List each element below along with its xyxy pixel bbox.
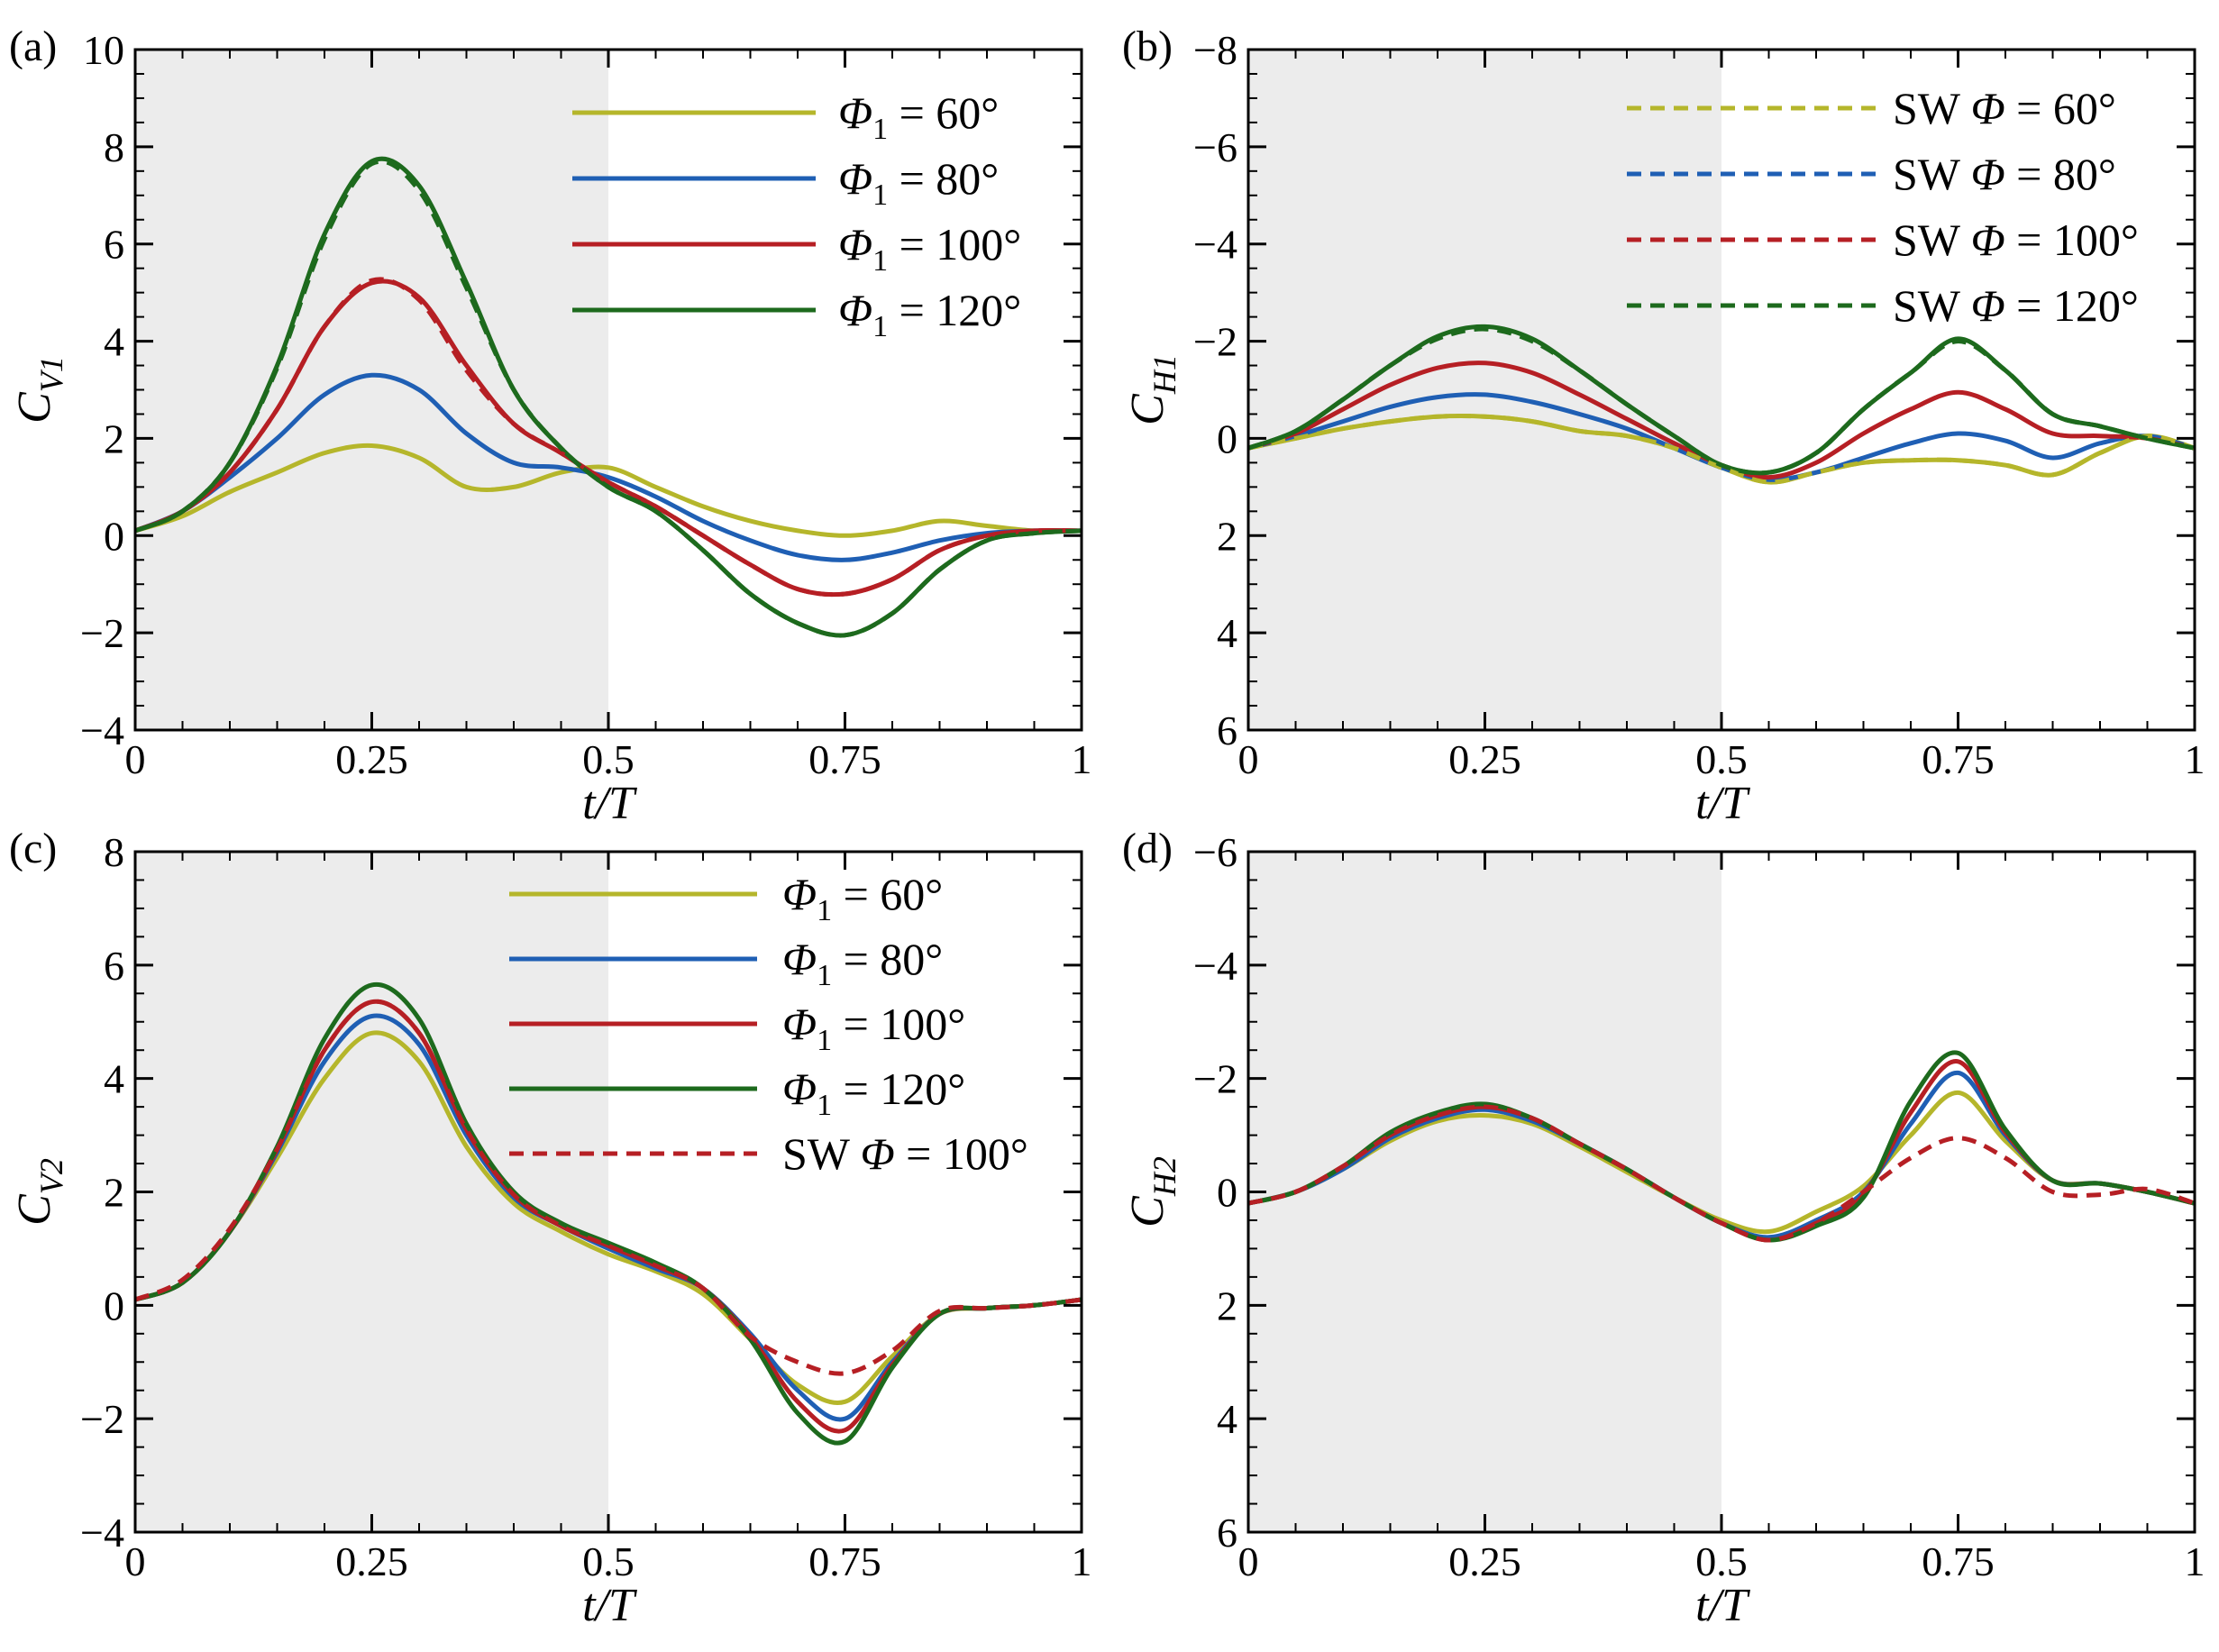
y-tick-label: −2: [80, 1396, 124, 1442]
y-tick-label: 2: [104, 1170, 124, 1216]
legend-label: Φ1 = 60°: [782, 869, 943, 927]
series-group: Φ1 = 60°Φ1 = 80°Φ1 = 100°Φ1 = 120°SW Φ =…: [1248, 324, 2195, 485]
series-group: Φ1 = 60°Φ1 = 80°Φ1 = 100°Φ1 = 120°SW Φ =…: [135, 981, 1082, 1446]
legend: SW Φ = 60° SW Φ = 80° SW Φ = 100° SW Φ = 12…: [1627, 83, 2139, 331]
x-tick-label: 0.75: [1922, 736, 1995, 782]
x-tick-label: 0.25: [1448, 736, 1521, 782]
x-tick-label: 1: [2185, 1538, 2205, 1584]
series-line: SW Φ = 120°: [1248, 326, 2195, 476]
series-line: SW Φ = 120°: [135, 159, 1082, 638]
legend: Φ1 = 60° Φ1 = 80° Φ1 = 100° Φ1 = 120°: [572, 87, 1021, 343]
x-tick-label: 0.75: [808, 1538, 881, 1584]
panel-label: (d): [1122, 825, 1173, 872]
series-group: Φ1 = 60°Φ1 = 80°Φ1 = 100°Φ1 = 120°SW Φ =…: [135, 156, 1082, 638]
x-tick-label: 0: [125, 736, 146, 782]
x-tick-label: 0.75: [1922, 1538, 1995, 1584]
y-axis-label: CH1: [1122, 354, 1183, 425]
y-tick-label: 4: [104, 1056, 124, 1102]
y-tick-label: 2: [1217, 1282, 1237, 1328]
y-tick-label: 6: [1217, 707, 1237, 753]
panel-label: (b): [1122, 23, 1173, 70]
legend-label: Φ1 = 120°: [782, 1063, 965, 1122]
series-line: SW Φ = 100°: [135, 999, 1082, 1376]
series-line: SW Φ = 60°: [1248, 414, 2195, 485]
panel-d: Φ1 = 60°Φ1 = 80°Φ1 = 100°Φ1 = 120°SW Φ =…: [1122, 825, 2205, 1631]
legend-label: SW Φ = 120°: [1893, 280, 2139, 331]
y-tick-label: 10: [83, 27, 124, 73]
y-tick-label: −2: [1193, 1056, 1237, 1102]
y-tick-label: 6: [104, 222, 124, 268]
y-tick-label: 4: [1217, 1396, 1237, 1442]
x-tick-label: 1: [1072, 1538, 1092, 1584]
y-axis-label: CV1: [9, 356, 69, 424]
legend-label: Φ1 = 120°: [838, 285, 1021, 343]
y-tick-label: −8: [1193, 27, 1237, 73]
x-tick-label: 1: [1072, 736, 1092, 782]
panel-b: Φ1 = 60°Φ1 = 80°Φ1 = 100°Φ1 = 120°SW Φ =…: [1122, 23, 2205, 829]
x-tick-label: 0: [125, 1538, 146, 1584]
panel-label: (c): [9, 825, 57, 872]
y-tick-label: 4: [104, 319, 124, 365]
y-tick-label: −4: [1193, 943, 1237, 989]
y-tick-label: −2: [80, 610, 124, 656]
y-tick-label: 6: [104, 943, 124, 989]
x-axis-label: t/T: [582, 778, 637, 829]
x-tick-label: 0.25: [335, 1538, 408, 1584]
legend-label: Φ1 = 60°: [838, 87, 999, 146]
series-line: Φ1 = 60°: [135, 443, 1082, 538]
x-tick-label: 0.25: [335, 736, 408, 782]
x-tick-label: 0.25: [1448, 1538, 1521, 1584]
legend-label: Φ1 = 100°: [782, 999, 965, 1057]
panel-label: (a): [9, 23, 57, 70]
y-tick-label: 0: [104, 1282, 124, 1328]
y-tick-label: −4: [80, 707, 124, 753]
legend-label: Φ1 = 80°: [838, 153, 999, 212]
y-tick-label: −6: [1193, 829, 1237, 875]
x-axis-label: t/T: [582, 1580, 637, 1631]
shaded-region: [135, 852, 608, 1532]
legend-label: SW Φ = 100°: [1893, 214, 2139, 265]
y-tick-label: −4: [80, 1510, 124, 1556]
y-tick-label: −6: [1193, 124, 1237, 170]
panel-c: Φ1 = 60° Φ1 = 80° Φ1 = 100° Φ1 = 120° SW Φ =…: [9, 825, 1092, 1631]
x-tick-label: 0.5: [582, 1538, 635, 1584]
y-tick-label: 4: [1217, 610, 1237, 656]
x-tick-label: 1: [2185, 736, 2205, 782]
legend: Φ1 = 60° Φ1 = 80° Φ1 = 100° Φ1 = 120° SW Φ =…: [509, 869, 1028, 1179]
x-tick-label: 0.5: [1695, 736, 1748, 782]
y-tick-label: 8: [104, 124, 124, 170]
x-tick-label: 0: [1238, 1538, 1259, 1584]
shaded-region: [1248, 852, 1721, 1532]
y-tick-label: 2: [104, 415, 124, 461]
legend-label: Φ1 = 100°: [838, 219, 1021, 278]
y-tick-label: 0: [104, 513, 124, 559]
y-tick-label: 0: [1217, 415, 1237, 461]
shaded-region: [135, 50, 608, 730]
x-axis-label: t/T: [1695, 778, 1750, 829]
legend-label: SW Φ = 100°: [782, 1128, 1028, 1179]
shaded-region: [1248, 50, 1721, 730]
x-tick-label: 0.5: [1695, 1538, 1748, 1584]
series-line: SW Φ = 100°: [135, 277, 1082, 598]
series-line: Φ1 = 80°: [135, 372, 1082, 562]
y-tick-label: −2: [1193, 319, 1237, 365]
y-tick-label: 6: [1217, 1510, 1237, 1556]
legend-label: Φ1 = 80°: [782, 934, 943, 992]
series-group: Φ1 = 60°Φ1 = 80°Φ1 = 100°Φ1 = 120°SW Φ =…: [1248, 1050, 2195, 1243]
legend-label: SW Φ = 80°: [1893, 149, 2116, 199]
y-tick-label: 8: [104, 829, 124, 875]
y-tick-label: 0: [1217, 1170, 1237, 1216]
x-tick-label: 0: [1238, 736, 1259, 782]
y-axis-label: CV2: [9, 1158, 69, 1226]
panel-a: Φ1 = 60°Φ1 = 80°Φ1 = 100°Φ1 = 120°SW Φ =…: [9, 23, 1092, 829]
x-tick-label: 0.75: [808, 736, 881, 782]
x-axis-label: t/T: [1695, 1580, 1750, 1631]
y-tick-label: −4: [1193, 222, 1237, 268]
series-line: SW Φ = 100°: [1248, 1104, 2195, 1243]
legend-label: SW Φ = 60°: [1893, 83, 2116, 133]
y-axis-label: CH2: [1122, 1156, 1183, 1228]
y-tick-label: 2: [1217, 513, 1237, 559]
x-tick-label: 0.5: [582, 736, 635, 782]
